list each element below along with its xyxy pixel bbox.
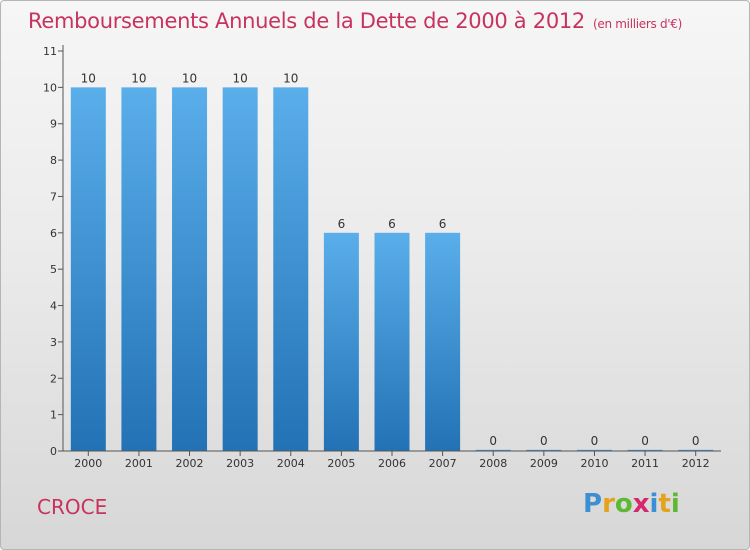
y-tick-label: 10 <box>43 81 57 94</box>
x-tick-label-2012: 2012 <box>682 457 710 470</box>
bar-2001 <box>121 87 157 451</box>
logo-letter: o <box>614 489 633 519</box>
y-tick-label: 11 <box>43 45 57 58</box>
x-tick-label-2003: 2003 <box>226 457 254 470</box>
y-tick-label: 6 <box>50 227 57 240</box>
bar-2000 <box>70 87 106 451</box>
bars <box>70 87 714 451</box>
commune-name: CROCE <box>37 495 108 519</box>
value-labels: 10 10 10 10 10 6 6 6 0 0 0 0 0 <box>81 71 700 447</box>
logo-letter: t <box>658 489 671 519</box>
value-label-2005: 6 <box>338 217 346 231</box>
bar-2003 <box>222 87 258 451</box>
value-label-2007: 6 <box>439 217 447 231</box>
x-tick-label-2009: 2009 <box>530 457 558 470</box>
value-label-2010: 0 <box>591 434 599 448</box>
y-tick-label: 9 <box>50 118 57 131</box>
x-tick-label-2001: 2001 <box>125 457 153 470</box>
value-label-2003: 10 <box>233 71 248 85</box>
y-tick-label: 3 <box>50 336 57 349</box>
x-tick-label-2005: 2005 <box>327 457 355 470</box>
value-label-2008: 0 <box>489 434 497 448</box>
value-label-2000: 10 <box>81 71 96 85</box>
chart-title: Remboursements Annuels de la Dette de 20… <box>28 9 682 33</box>
bar-2010 <box>576 449 612 451</box>
bar-2012 <box>678 449 714 451</box>
x-tick-label-2010: 2010 <box>580 457 608 470</box>
logo-letter: r <box>602 489 615 519</box>
y-tick-label: 2 <box>50 372 57 385</box>
proxiti-logo: Proxiti <box>583 489 680 519</box>
y-tick-label: 4 <box>50 300 57 313</box>
value-label-2006: 6 <box>388 217 396 231</box>
logo-letter: P <box>583 489 603 519</box>
bar-2005 <box>323 232 359 451</box>
bar-2009 <box>526 449 562 451</box>
y-tick-label: 5 <box>50 263 57 276</box>
bar-2007 <box>425 232 461 451</box>
value-label-2002: 10 <box>182 71 197 85</box>
x-tick-label-2007: 2007 <box>429 457 457 470</box>
x-axis: 2000 2001 2002 2003 2004 2005 2006 2007 2008 2009… <box>63 450 721 470</box>
value-label-2012: 0 <box>692 434 700 448</box>
y-tick-label: 0 <box>50 445 57 458</box>
x-tick-label-2000: 2000 <box>74 457 102 470</box>
logo-letter: i <box>649 489 659 519</box>
logo-letter: i <box>670 489 680 519</box>
x-tick-label-2008: 2008 <box>479 457 507 470</box>
x-tick-label-2002: 2002 <box>176 457 204 470</box>
x-tick-label-2011: 2011 <box>631 457 659 470</box>
bar-2011 <box>627 449 663 451</box>
y-tick-label: 1 <box>50 409 57 422</box>
value-label-2004: 10 <box>283 71 298 85</box>
bar-2004 <box>273 87 309 451</box>
logo-letter: x <box>632 489 650 519</box>
x-tick-label-2004: 2004 <box>277 457 305 470</box>
y-tick-label: 8 <box>50 154 57 167</box>
y-tick-label: 7 <box>50 190 57 203</box>
chart-unit: (en milliers d'€) <box>593 17 683 31</box>
value-label-2001: 10 <box>131 71 146 85</box>
x-tick-label-2006: 2006 <box>378 457 406 470</box>
y-axis: 0 1 2 3 4 5 6 7 8 9 10 11 <box>43 45 64 458</box>
value-label-2009: 0 <box>540 434 548 448</box>
bar-2002 <box>172 87 208 451</box>
bar-2006 <box>374 232 410 451</box>
chart-title-text: Remboursements Annuels de la Dette de 20… <box>28 9 585 33</box>
bar-2008 <box>475 449 511 451</box>
value-label-2011: 0 <box>641 434 649 448</box>
